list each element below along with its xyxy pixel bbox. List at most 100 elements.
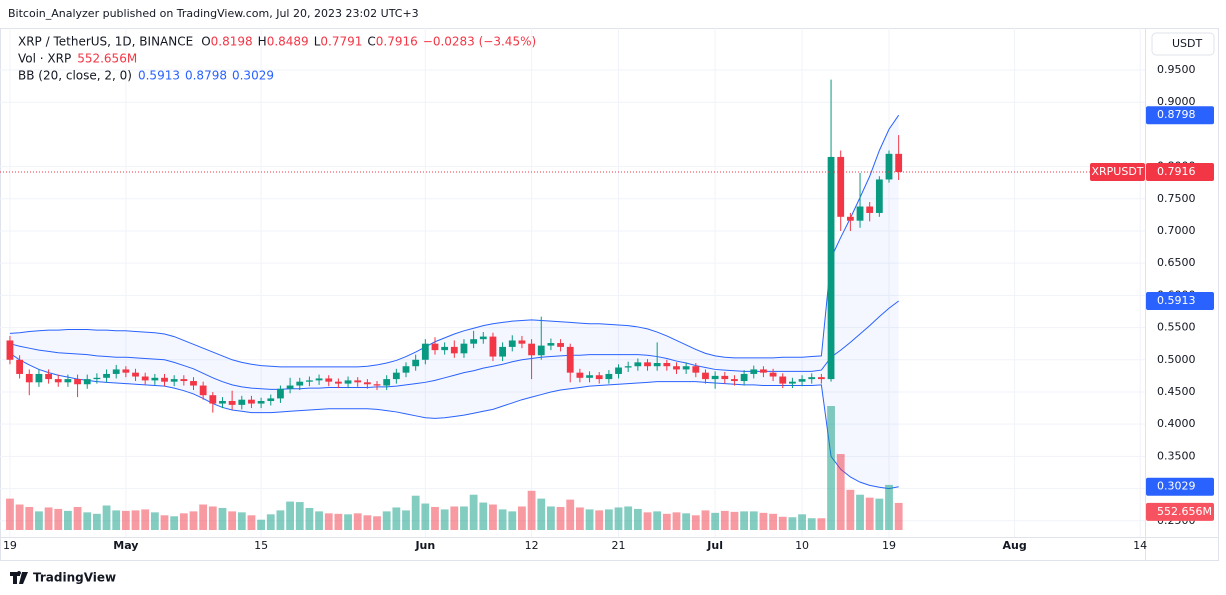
volume-bar <box>102 505 111 530</box>
candle-body <box>383 379 391 386</box>
candle-body <box>702 372 709 380</box>
volume-bar <box>150 512 159 530</box>
volume-bar <box>218 507 227 530</box>
volume-bar <box>875 498 884 530</box>
volume-bar <box>614 507 623 530</box>
volume-bar <box>305 507 314 530</box>
candle-body <box>856 206 864 221</box>
candle-body <box>64 379 72 383</box>
bb-line <box>9 114 900 368</box>
x-tick-label: 19 <box>882 539 896 552</box>
candle-body <box>392 372 400 380</box>
last-price-tag-bg <box>1146 162 1214 181</box>
volume-bar <box>208 506 217 530</box>
legend-ohlc-value: 0.7916 <box>376 35 418 49</box>
candle-body <box>518 340 526 344</box>
y-tick-label: 0.5500 <box>1157 321 1196 334</box>
published-line: Bitcoin_Analyzer published on TradingVie… <box>8 7 419 20</box>
candle-body <box>83 379 91 385</box>
candle-body <box>402 366 410 373</box>
candle-body <box>363 382 371 385</box>
candle-body <box>682 366 690 370</box>
legend-volume-title: Vol · XRP <box>18 52 71 66</box>
volume-bar <box>807 518 816 530</box>
volume-bar <box>402 510 410 530</box>
volume-bar <box>25 506 34 530</box>
volume-bar <box>324 513 333 530</box>
candle-body <box>35 373 43 383</box>
candle-body <box>576 372 584 378</box>
candle-body <box>431 343 439 351</box>
candle-body <box>827 156 835 380</box>
candle-body <box>74 379 81 385</box>
volume-bar <box>653 511 662 530</box>
volume-bar <box>431 506 439 530</box>
volume-bar <box>382 511 391 530</box>
volume-bar <box>286 501 294 530</box>
upper-band-tag: 0.8798 <box>1157 108 1196 121</box>
candle-body <box>122 369 130 373</box>
legend-ohlc-prefix: C <box>367 35 375 49</box>
candle-body <box>354 380 362 383</box>
candle-body <box>54 379 62 383</box>
y-tick-label: 0.6500 <box>1157 256 1196 269</box>
x-tick-label: Jul <box>706 539 723 552</box>
x-tick-label: 19 <box>3 539 17 552</box>
volume-bar <box>199 504 208 530</box>
volume-bar <box>83 512 92 530</box>
volume-bar <box>759 512 768 530</box>
volume-bar <box>411 495 420 530</box>
y-tick-label: 0.7500 <box>1157 192 1196 205</box>
volume-bar <box>749 511 758 530</box>
candle-body <box>151 377 159 381</box>
currency-button <box>1151 32 1215 56</box>
candle-body <box>286 385 294 389</box>
volume-bar <box>160 515 169 530</box>
candle-body <box>450 346 458 354</box>
volume-bar <box>595 510 604 530</box>
volume-bar <box>701 510 710 530</box>
x-tick-label: 12 <box>525 539 539 552</box>
candle-body <box>605 373 613 380</box>
candle-body <box>373 384 381 386</box>
volume-bar <box>508 511 517 530</box>
candle-body <box>479 336 487 340</box>
candle-body <box>808 377 816 380</box>
volume-bar <box>518 506 526 530</box>
x-tick-label: Jun <box>414 539 435 552</box>
y-tick-label: 0.4000 <box>1157 417 1196 430</box>
volume-bar <box>64 510 72 530</box>
volume-bar <box>73 506 82 530</box>
candle-body <box>837 156 845 217</box>
volume-bar <box>35 511 43 530</box>
volume-bar <box>537 498 546 530</box>
candle-body <box>846 216 854 221</box>
volume-bar <box>392 507 401 530</box>
volume-bar <box>672 512 681 530</box>
legend-change: −0.0283 (−3.45%) <box>423 35 536 49</box>
volume-bar <box>315 511 323 530</box>
candle-body <box>228 400 236 405</box>
candle-body <box>634 362 642 367</box>
candle-body <box>740 373 748 382</box>
legend-ohlc-prefix: L <box>314 35 321 49</box>
volume-bar <box>266 514 275 530</box>
volume-bar <box>121 510 130 530</box>
candle-body <box>132 372 139 377</box>
candle-body <box>624 366 632 368</box>
volume-bar <box>856 494 864 530</box>
candle-body <box>267 398 275 401</box>
volume-bar <box>469 494 478 530</box>
legend-bb-title: BB (20, close, 2, 0) <box>18 69 132 83</box>
candle-body <box>460 343 468 354</box>
volume-bar <box>778 516 787 530</box>
legend-ohlc-prefix: H <box>258 35 267 49</box>
volume-bar <box>54 508 63 530</box>
candle-body <box>296 381 304 386</box>
legend-ohlc-value: 0.8489 <box>267 35 309 49</box>
candle-body <box>25 373 33 383</box>
candle-body <box>615 367 622 374</box>
volume-bar <box>769 513 777 530</box>
y-tick-label: 0.9500 <box>1157 63 1196 76</box>
candle-body <box>769 372 777 377</box>
